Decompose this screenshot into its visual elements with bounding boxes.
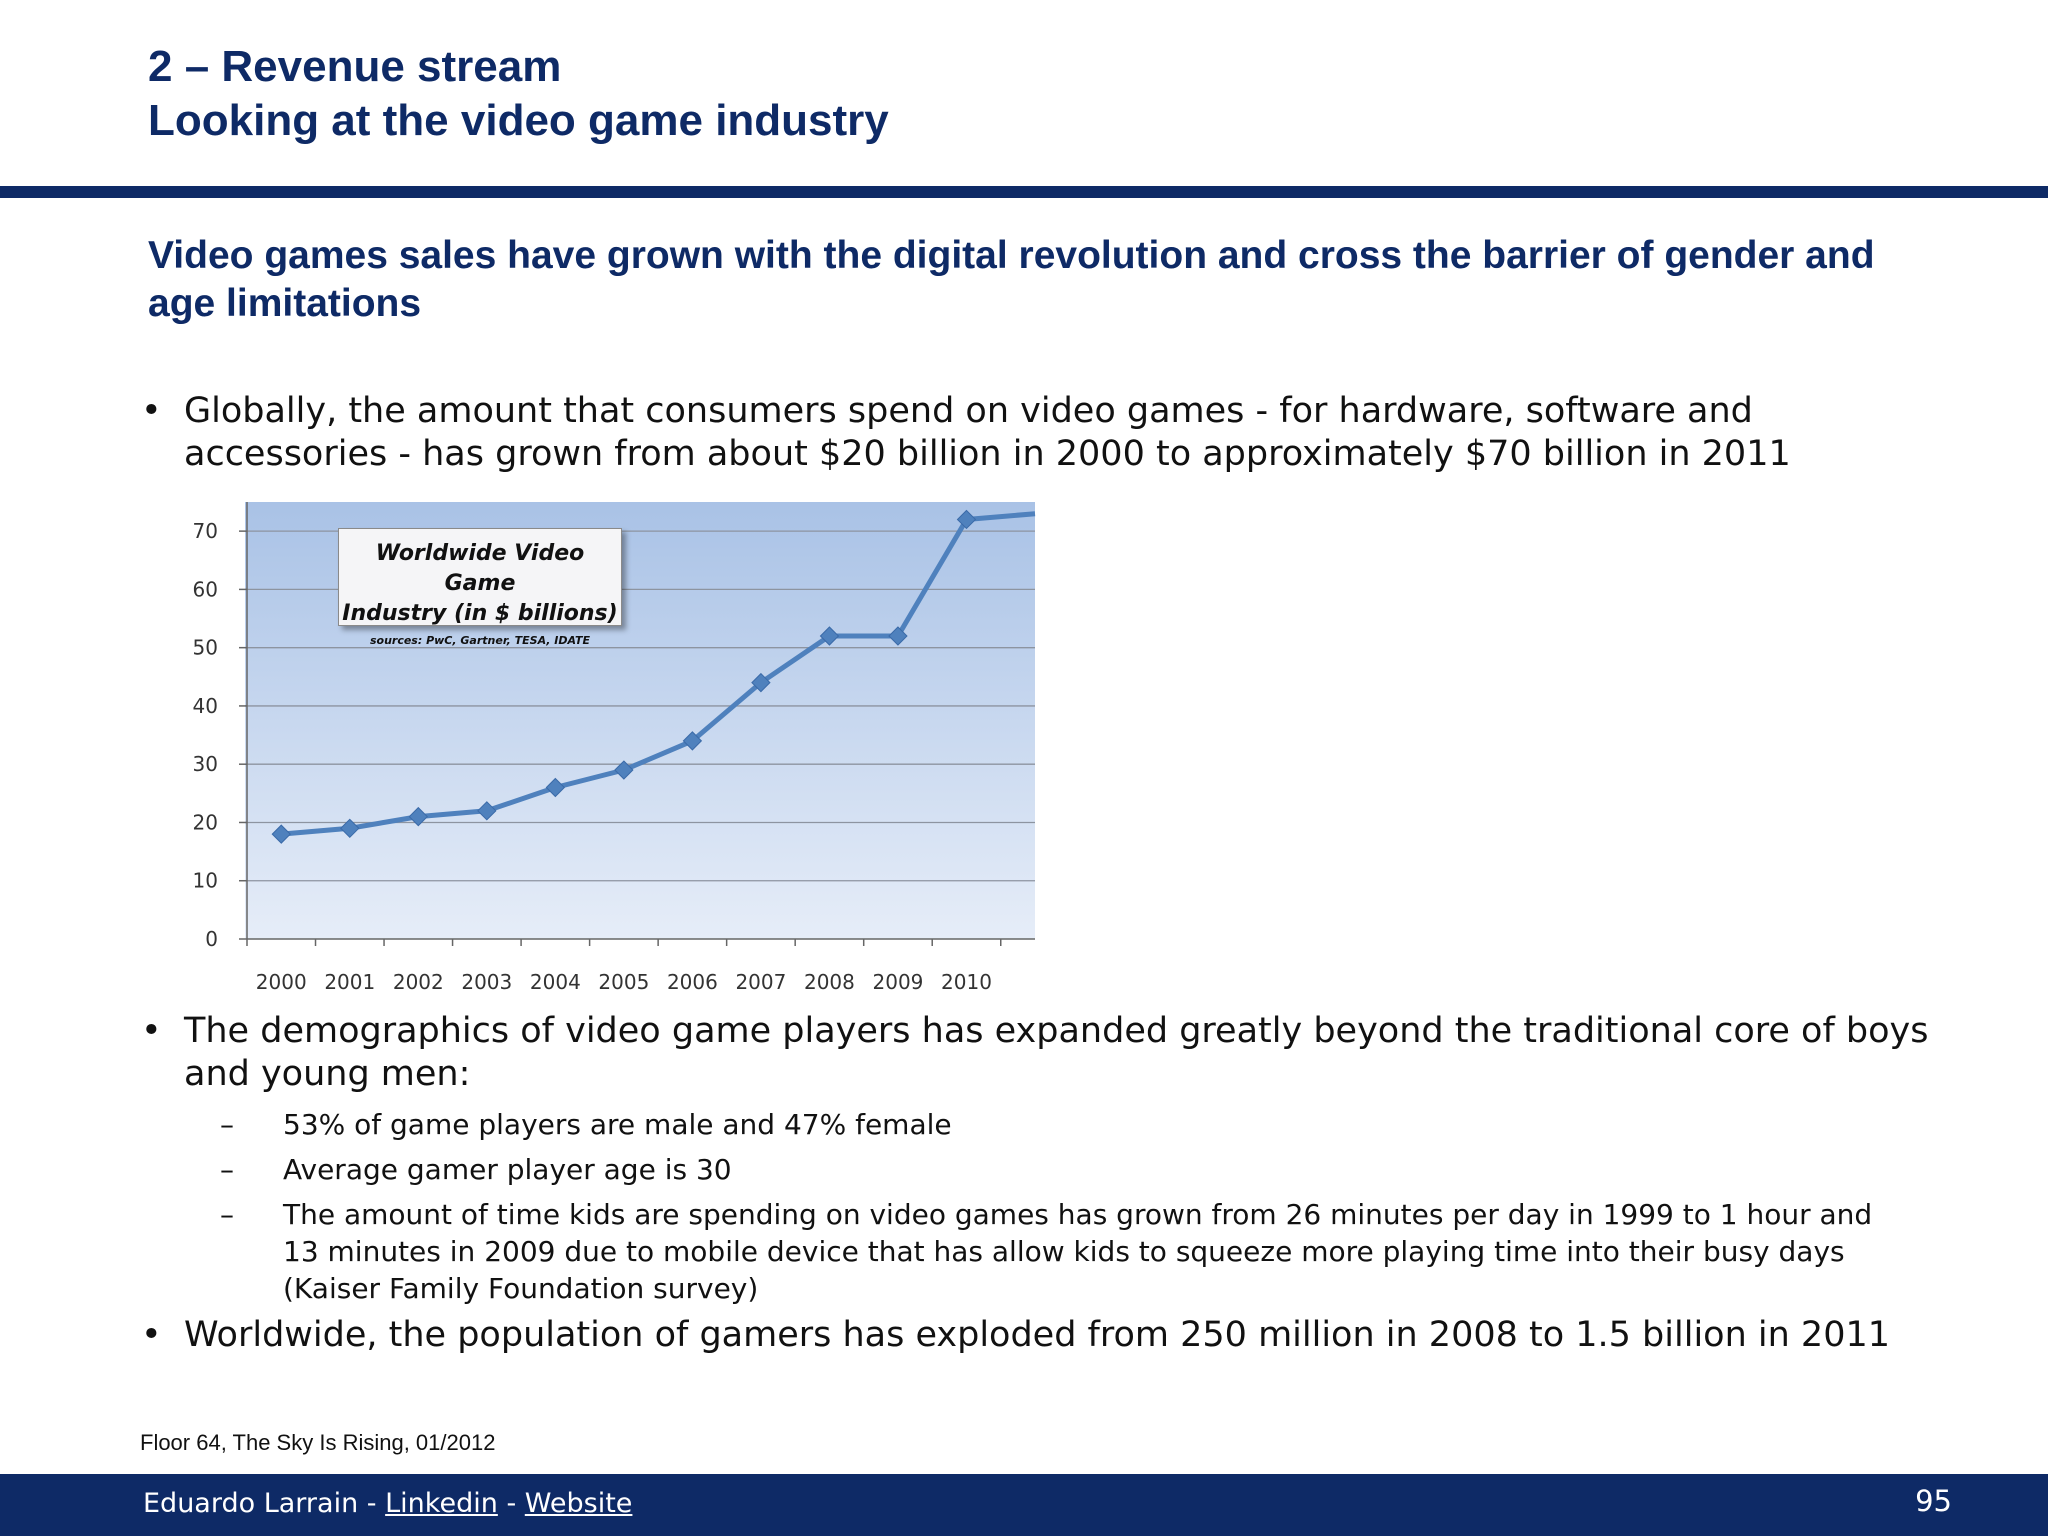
bullet-spending: • Globally, the amount that consumers sp… xyxy=(141,390,1948,476)
footer-separator: - xyxy=(366,1488,377,1519)
data-point xyxy=(819,626,840,646)
bullet-dot: • xyxy=(141,1315,162,1355)
x-tick-label: 2009 xyxy=(873,970,924,994)
x-tick-label: 2008 xyxy=(804,970,855,994)
sub-bullet-dash: – xyxy=(220,1108,234,1141)
source-citation: Floor 64, The Sky Is Rising, 01/2012 xyxy=(140,1430,496,1455)
title-line-2: Looking at the video game industry xyxy=(148,96,889,145)
data-point xyxy=(477,801,497,821)
series-line xyxy=(281,511,1036,837)
x-tick-label: 2001 xyxy=(324,970,375,994)
y-tick-label: 40 xyxy=(193,694,218,718)
linkedin-link[interactable]: Linkedin xyxy=(385,1488,498,1519)
sub-bullet-text: The amount of time kids are spending on … xyxy=(283,1198,1873,1305)
chart-title-box: Worldwide Video Game Industry (in $ bill… xyxy=(338,528,622,647)
x-tick-label: 2006 xyxy=(667,970,718,994)
data-point xyxy=(271,824,291,844)
data-point xyxy=(888,626,908,646)
data-point xyxy=(340,818,360,839)
x-tick-label: 2004 xyxy=(530,970,581,994)
page-title: 2 – Revenue stream Looking at the video … xyxy=(148,40,889,148)
bullet-demographics: • The demographics of video game players… xyxy=(141,1010,1948,1096)
bullet-text: Globally, the amount that consumers spen… xyxy=(184,391,1791,474)
chart-title-line-2: Industry (in $ billions) xyxy=(342,601,618,626)
chart-title: Worldwide Video Game Industry (in $ bill… xyxy=(339,539,621,629)
x-tick-label: 2010 xyxy=(941,970,992,994)
y-tick-label: 10 xyxy=(193,869,218,893)
x-tick-label: 2003 xyxy=(461,970,512,994)
data-point xyxy=(614,760,634,780)
y-tick-label: 0 xyxy=(205,927,218,951)
bullet-text: Worldwide, the population of gamers has … xyxy=(184,1315,1890,1355)
header-divider xyxy=(0,186,2048,198)
y-tick-label: 20 xyxy=(193,810,218,834)
sub-bullet-kids-time: – The amount of time kids are spending o… xyxy=(220,1196,1900,1307)
bullet-dot: • xyxy=(141,1011,162,1051)
x-tick-label: 2005 xyxy=(598,970,649,994)
y-tick-label: 60 xyxy=(193,577,218,601)
x-tick-label: 2000 xyxy=(256,970,307,994)
sub-bullet-text: Average gamer player age is 30 xyxy=(283,1153,732,1186)
x-tick-label: 2007 xyxy=(735,970,786,994)
sub-bullet-gender: – 53% of game players are male and 47% f… xyxy=(220,1106,1920,1143)
y-tick-label: 30 xyxy=(193,752,218,776)
data-point xyxy=(956,509,977,530)
footer-bar: Eduardo Larrain - Linkedin - Website 95 xyxy=(0,1474,2048,1536)
title-line-1: 2 – Revenue stream xyxy=(148,42,562,91)
website-link[interactable]: Website xyxy=(524,1488,633,1519)
x-tick-label: 2002 xyxy=(393,970,444,994)
bullet-population: • Worldwide, the population of gamers ha… xyxy=(141,1314,1948,1357)
chart-title-line-1: Worldwide Video Game xyxy=(375,541,585,596)
footer-credits: Eduardo Larrain - Linkedin - Website xyxy=(143,1488,632,1519)
page-number: 95 xyxy=(1915,1484,1952,1518)
footer-separator: - xyxy=(506,1488,517,1519)
slide-headline: Video games sales have grown with the di… xyxy=(148,234,1875,325)
sub-bullet-dash: – xyxy=(220,1153,234,1186)
sub-bullet-dash: – xyxy=(220,1198,234,1231)
y-tick-label: 70 xyxy=(193,519,218,543)
data-point xyxy=(408,806,429,827)
chart-sources: sources: PwC, Gartner, TESA, IDATE xyxy=(369,634,591,647)
y-tick-label: 50 xyxy=(193,636,218,660)
footer-author: Eduardo Larrain xyxy=(143,1488,359,1519)
bullet-dot: • xyxy=(141,391,162,431)
sub-bullet-text: 53% of game players are male and 47% fem… xyxy=(283,1108,952,1141)
data-point xyxy=(545,777,566,798)
sub-bullet-age: – Average gamer player age is 30 xyxy=(220,1151,1920,1188)
data-point xyxy=(751,672,771,693)
data-point xyxy=(682,731,703,751)
bullet-text: The demographics of video game players h… xyxy=(184,1011,1929,1094)
